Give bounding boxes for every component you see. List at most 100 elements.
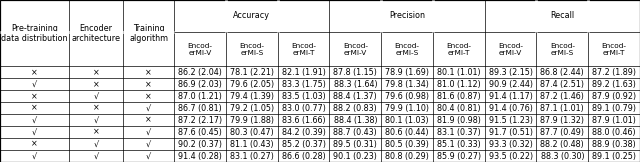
Text: 84.2 (0.39): 84.2 (0.39) xyxy=(282,128,326,137)
Text: √: √ xyxy=(32,80,37,89)
Text: 90.2 (0.37): 90.2 (0.37) xyxy=(178,140,222,149)
Text: 86.6 (0.28): 86.6 (0.28) xyxy=(282,151,326,161)
Text: 88.4 (1.38): 88.4 (1.38) xyxy=(333,116,377,125)
Text: ×: × xyxy=(31,140,38,149)
Text: 81.9 (0.98): 81.9 (0.98) xyxy=(437,116,481,125)
Text: 87.2 (1.89): 87.2 (1.89) xyxy=(592,68,636,77)
Text: 87.1 (1.01): 87.1 (1.01) xyxy=(541,104,584,113)
Text: ×: × xyxy=(145,80,152,89)
Text: 88.2 (0.48): 88.2 (0.48) xyxy=(541,140,584,149)
Text: Pre-training
data distribution: Pre-training data distribution xyxy=(1,23,68,43)
Text: 87.0 (1.21): 87.0 (1.21) xyxy=(178,92,222,101)
Text: Accuracy: Accuracy xyxy=(234,11,270,20)
Text: 90.9 (2.44): 90.9 (2.44) xyxy=(488,80,532,89)
Text: 86.2 (2.04): 86.2 (2.04) xyxy=(178,68,222,77)
Text: 88.9 (0.38): 88.9 (0.38) xyxy=(592,140,636,149)
Text: 91.7 (0.51): 91.7 (0.51) xyxy=(488,128,532,137)
Text: 88.0 (0.46): 88.0 (0.46) xyxy=(592,128,636,137)
Text: 90.1 (0.23): 90.1 (0.23) xyxy=(333,151,378,161)
Text: 79.6 (2.05): 79.6 (2.05) xyxy=(230,80,274,89)
Text: √: √ xyxy=(146,104,151,113)
Text: Encod-
erMI-V: Encod- erMI-V xyxy=(498,42,523,56)
Text: ×: × xyxy=(93,128,99,137)
Text: 81.0 (1.12): 81.0 (1.12) xyxy=(437,80,481,89)
Text: 79.8 (1.34): 79.8 (1.34) xyxy=(385,80,429,89)
Text: Encod-
erMI-T: Encod- erMI-T xyxy=(446,42,472,56)
Text: 80.8 (0.29): 80.8 (0.29) xyxy=(385,151,429,161)
Text: Encod-
erMI-S: Encod- erMI-S xyxy=(550,42,575,56)
Text: 80.5 (0.39): 80.5 (0.39) xyxy=(385,140,429,149)
Text: 80.6 (0.44): 80.6 (0.44) xyxy=(385,128,429,137)
Text: 88.4 (1.37): 88.4 (1.37) xyxy=(333,92,377,101)
Text: 87.9 (0.92): 87.9 (0.92) xyxy=(592,92,636,101)
Text: ×: × xyxy=(31,68,38,77)
Text: √: √ xyxy=(93,116,99,125)
Text: 86.8 (2.44): 86.8 (2.44) xyxy=(541,68,584,77)
Text: 93.5 (0.22): 93.5 (0.22) xyxy=(488,151,532,161)
Text: ×: × xyxy=(31,92,38,101)
Text: √: √ xyxy=(146,128,151,137)
Text: 79.4 (1.39): 79.4 (1.39) xyxy=(230,92,274,101)
Text: Training
algorithm: Training algorithm xyxy=(129,23,168,43)
Text: ×: × xyxy=(145,92,152,101)
Text: 88.2 (0.83): 88.2 (0.83) xyxy=(333,104,377,113)
Text: 81.6 (0.87): 81.6 (0.87) xyxy=(437,92,481,101)
Text: 87.6 (0.45): 87.6 (0.45) xyxy=(178,128,222,137)
Text: 93.3 (0.32): 93.3 (0.32) xyxy=(489,140,532,149)
Text: 83.5 (1.03): 83.5 (1.03) xyxy=(282,92,326,101)
Text: ×: × xyxy=(93,104,99,113)
Text: 81.1 (0.43): 81.1 (0.43) xyxy=(230,140,274,149)
Text: 89.2 (1.63): 89.2 (1.63) xyxy=(592,80,636,89)
Text: 89.3 (2.15): 89.3 (2.15) xyxy=(488,68,532,77)
Text: 79.6 (0.98): 79.6 (0.98) xyxy=(385,92,429,101)
Text: 83.0 (0.77): 83.0 (0.77) xyxy=(282,104,326,113)
Text: ×: × xyxy=(145,68,152,77)
Text: √: √ xyxy=(32,116,37,125)
Text: 85.9 (0.27): 85.9 (0.27) xyxy=(437,151,481,161)
Text: √: √ xyxy=(32,151,37,161)
Text: Encod-
erMI-S: Encod- erMI-S xyxy=(239,42,264,56)
Text: 83.3 (1.75): 83.3 (1.75) xyxy=(282,80,326,89)
Text: 91.4 (1.17): 91.4 (1.17) xyxy=(489,92,532,101)
Text: √: √ xyxy=(146,140,151,149)
Text: ×: × xyxy=(93,80,99,89)
Text: Encod-
erMI-V: Encod- erMI-V xyxy=(188,42,212,56)
Text: ×: × xyxy=(31,104,38,113)
Text: 80.1 (1.03): 80.1 (1.03) xyxy=(385,116,429,125)
Text: Encod-
erMI-V: Encod- erMI-V xyxy=(343,42,368,56)
Text: 88.7 (0.43): 88.7 (0.43) xyxy=(333,128,377,137)
Text: 88.3 (0.30): 88.3 (0.30) xyxy=(541,151,584,161)
Text: 80.3 (0.47): 80.3 (0.47) xyxy=(230,128,274,137)
Text: 79.9 (1.88): 79.9 (1.88) xyxy=(230,116,274,125)
Text: 83.1 (0.27): 83.1 (0.27) xyxy=(230,151,274,161)
Text: 85.2 (0.37): 85.2 (0.37) xyxy=(282,140,326,149)
Text: ×: × xyxy=(145,116,152,125)
Text: 87.9 (1.32): 87.9 (1.32) xyxy=(540,116,584,125)
Text: Recall: Recall xyxy=(550,11,575,20)
Text: Encod-
erMI-T: Encod- erMI-T xyxy=(602,42,627,56)
Text: √: √ xyxy=(93,140,99,149)
Text: 91.4 (0.76): 91.4 (0.76) xyxy=(489,104,532,113)
Text: 86.9 (2.03): 86.9 (2.03) xyxy=(178,80,222,89)
Text: 89.5 (0.31): 89.5 (0.31) xyxy=(333,140,378,149)
Text: √: √ xyxy=(93,151,99,161)
Text: 87.2 (2.17): 87.2 (2.17) xyxy=(178,116,222,125)
Text: 91.4 (0.28): 91.4 (0.28) xyxy=(178,151,222,161)
Text: 89.1 (0.79): 89.1 (0.79) xyxy=(592,104,636,113)
Text: 82.1 (1.91): 82.1 (1.91) xyxy=(282,68,326,77)
Text: Encod-
erMI-T: Encod- erMI-T xyxy=(291,42,316,56)
Text: 87.2 (1.46): 87.2 (1.46) xyxy=(540,92,584,101)
Text: 86.7 (0.81): 86.7 (0.81) xyxy=(179,104,222,113)
Text: 78.9 (1.69): 78.9 (1.69) xyxy=(385,68,429,77)
Text: 87.9 (1.01): 87.9 (1.01) xyxy=(592,116,636,125)
Text: 87.8 (1.15): 87.8 (1.15) xyxy=(333,68,378,77)
Text: 78.1 (2.21): 78.1 (2.21) xyxy=(230,68,274,77)
Text: 80.4 (0.81): 80.4 (0.81) xyxy=(437,104,481,113)
Text: √: √ xyxy=(32,128,37,137)
Text: 87.4 (2.51): 87.4 (2.51) xyxy=(540,80,584,89)
Text: 80.1 (1.01): 80.1 (1.01) xyxy=(437,68,481,77)
Text: Encod-
erMI-S: Encod- erMI-S xyxy=(395,42,420,56)
Text: √: √ xyxy=(93,92,99,101)
Text: 83.1 (0.37): 83.1 (0.37) xyxy=(437,128,481,137)
Text: 83.6 (1.66): 83.6 (1.66) xyxy=(282,116,325,125)
